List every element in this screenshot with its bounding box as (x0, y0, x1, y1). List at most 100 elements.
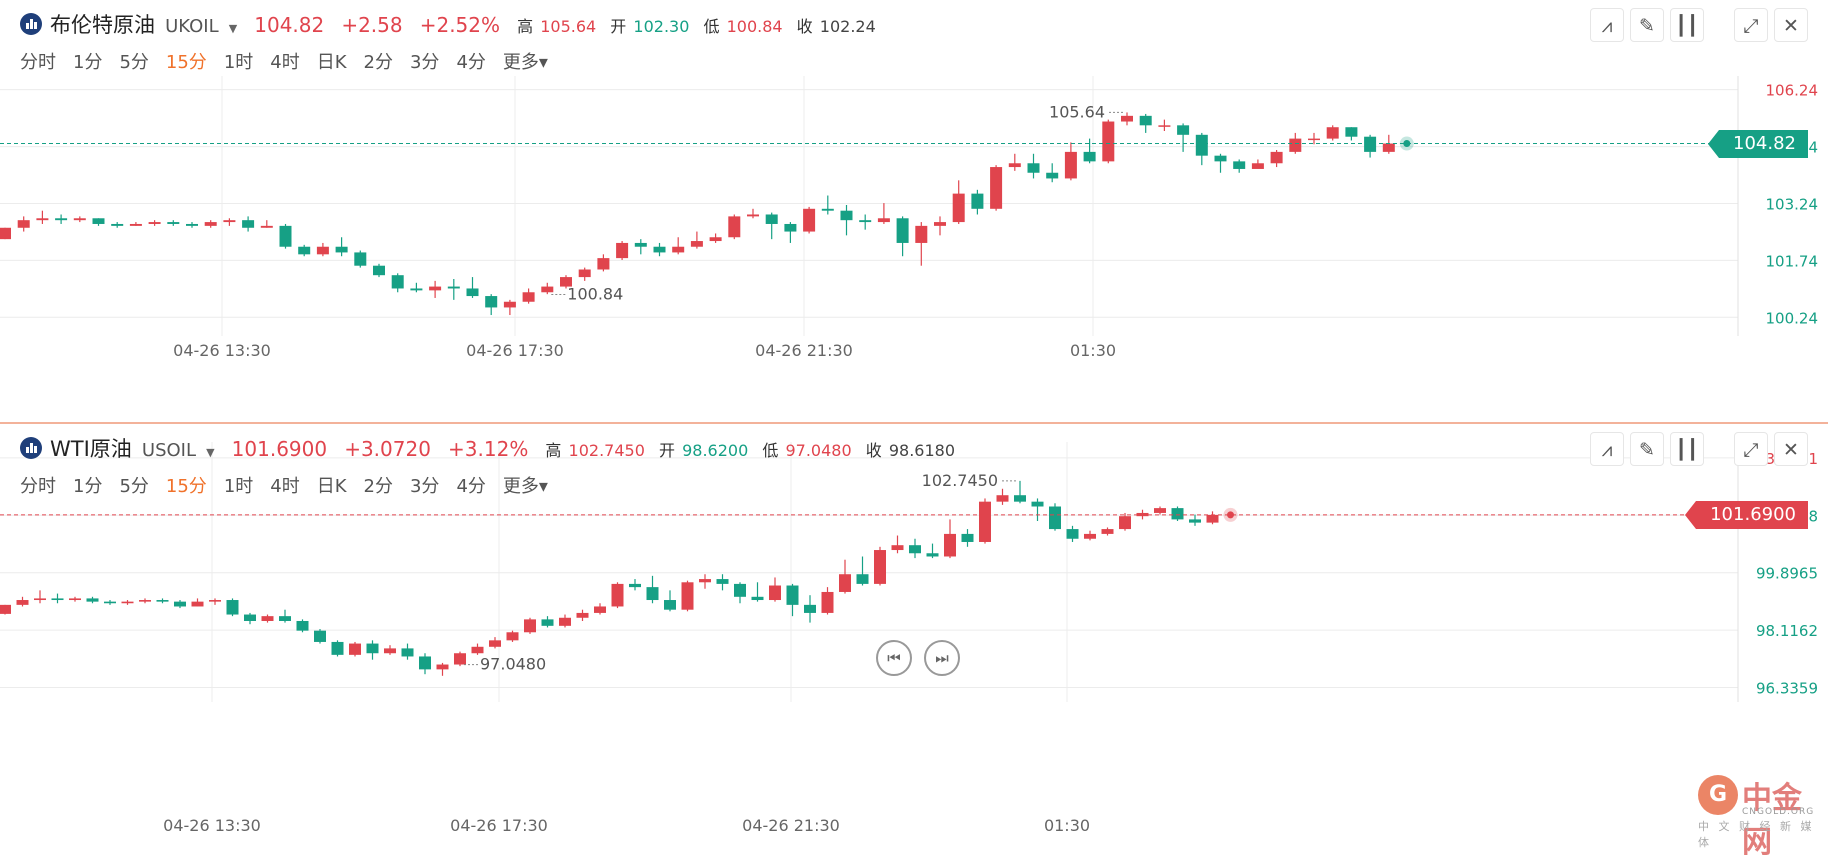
candle-body (69, 598, 81, 601)
wti-panel: 103.4571101.676899.896598.116296.335904-… (0, 422, 1828, 860)
candle-body (594, 606, 606, 613)
candle-body (728, 216, 741, 238)
candle-body (466, 288, 479, 297)
tab-8[interactable]: 3分 (409, 476, 440, 497)
y-tick-label: 99.8965 (1756, 565, 1818, 583)
candle-body (1177, 125, 1190, 135)
candle-body (298, 246, 311, 255)
instrument-symbol[interactable]: UKOIL (165, 16, 219, 37)
candle-body (1031, 501, 1044, 507)
tab-10[interactable]: 更多▾ (502, 476, 548, 497)
tab-9[interactable]: 4分 (456, 52, 486, 73)
candle-body (429, 286, 442, 291)
tab-6[interactable]: 日K (316, 476, 347, 497)
candle-body (16, 600, 29, 605)
x-tick-label: 04-26 17:30 (466, 341, 564, 360)
candlestick-icon[interactable]: ┃┃ (1670, 8, 1704, 42)
candle-body (223, 220, 236, 223)
tab-6[interactable]: 日K (316, 52, 347, 73)
candle-body (1119, 516, 1131, 530)
y-tick-label: 96.3359 (1756, 680, 1818, 698)
tab-4[interactable]: 1时 (223, 476, 254, 497)
tab-0[interactable]: 分时 (20, 476, 56, 497)
candle-body (454, 653, 466, 665)
candle-body (261, 616, 274, 621)
line-chart-icon[interactable]: ⩘ (1590, 432, 1624, 466)
expand-icon[interactable]: ⤢ (1734, 8, 1768, 42)
candle-body (391, 275, 404, 289)
y-tick-label: 101.74 (1766, 252, 1819, 270)
candle-body (597, 258, 610, 270)
low-label: 低 (762, 441, 779, 460)
candle-body (979, 501, 991, 542)
last-price: 104.82 (254, 13, 325, 37)
candle-body (804, 604, 816, 613)
candle-body (485, 296, 498, 308)
candle-body (204, 222, 217, 226)
expand-icon[interactable]: ⤢ (1734, 432, 1768, 466)
candle-body (279, 616, 291, 621)
instrument-symbol[interactable]: USOIL (141, 440, 196, 461)
candle-body (111, 223, 124, 226)
candle-body (36, 218, 49, 221)
candle-body (578, 269, 591, 278)
candle-body (244, 614, 256, 621)
pencil-icon[interactable]: ✎ (1630, 432, 1664, 466)
symbol-dropdown-icon[interactable]: ▼ (206, 446, 215, 459)
tab-2[interactable]: 5分 (119, 52, 149, 73)
toolbar: ⩘ ✎ ┃┃ ⤢ ✕ (1584, 8, 1808, 42)
wti-chart[interactable]: 103.4571101.676899.896598.116296.335904-… (0, 424, 1828, 835)
tab-5[interactable]: 4时 (270, 476, 300, 497)
price-change-pct: +2.52% (419, 13, 501, 37)
tab-9[interactable]: 4分 (456, 476, 486, 497)
candle-body (331, 641, 344, 655)
tab-0[interactable]: 分时 (20, 52, 56, 73)
watermark-tag: 中 文 财 经 新 媒 体 (1698, 820, 1815, 849)
next-button[interactable]: ⏭ (924, 640, 960, 676)
candle-body (747, 214, 759, 217)
close-icon[interactable]: ✕ (1774, 8, 1808, 42)
tab-10[interactable]: 更多▾ (502, 52, 548, 73)
candle-body (765, 214, 778, 224)
candle-body (769, 585, 781, 601)
tab-7[interactable]: 2分 (363, 476, 393, 497)
wti-header: WTI原油 USOIL ▼ 101.6900 +3.0720 +3.12% 高 … (0, 424, 1828, 478)
candle-body (506, 632, 519, 641)
interval-tabs: 分时 1分 5分 15分 1时 4时 日K 2分 3分 4分 更多▾ (20, 48, 565, 74)
candle-body (366, 643, 379, 654)
tab-7[interactable]: 2分 (363, 52, 393, 73)
candle-body (1308, 138, 1320, 141)
high-annotation: 102.7450 (922, 471, 998, 490)
pencil-icon[interactable]: ✎ (1630, 8, 1664, 42)
candle-body (1345, 127, 1358, 137)
low-label: 低 (703, 17, 720, 36)
candle-body (174, 601, 186, 607)
close-icon[interactable]: ✕ (1774, 432, 1808, 466)
x-tick-label: 04-26 21:30 (755, 341, 853, 360)
line-chart-icon[interactable]: ⩘ (1590, 8, 1624, 42)
tab-3[interactable]: 15分 (165, 52, 207, 73)
candle-body (664, 600, 676, 610)
candle-body (856, 574, 869, 584)
tab-8[interactable]: 3分 (409, 52, 440, 73)
y-tick-label: 106.24 (1766, 82, 1819, 100)
candle-body (436, 664, 449, 670)
tab-1[interactable]: 1分 (73, 52, 103, 73)
tab-5[interactable]: 4时 (270, 52, 300, 73)
candle-body (734, 583, 746, 597)
candlestick-icon[interactable]: ┃┃ (1670, 432, 1704, 466)
candle-body (1233, 161, 1246, 169)
candle-body (410, 288, 423, 291)
prev-button[interactable]: ⏮ (876, 640, 912, 676)
tab-3[interactable]: 15分 (165, 476, 207, 497)
candle-body (129, 223, 142, 226)
tab-4[interactable]: 1时 (223, 52, 254, 73)
close-label: 收 (865, 441, 882, 460)
symbol-dropdown-icon[interactable]: ▼ (228, 22, 238, 35)
candle-body (1027, 163, 1040, 173)
tab-2[interactable]: 5分 (119, 476, 149, 497)
interval-tabs: 分时 1分 5分 15分 1时 4时 日K 2分 3分 4分 更多▾ (20, 472, 565, 498)
candle-body (961, 533, 974, 542)
tab-1[interactable]: 1分 (73, 476, 103, 497)
candle-body (1289, 138, 1302, 152)
